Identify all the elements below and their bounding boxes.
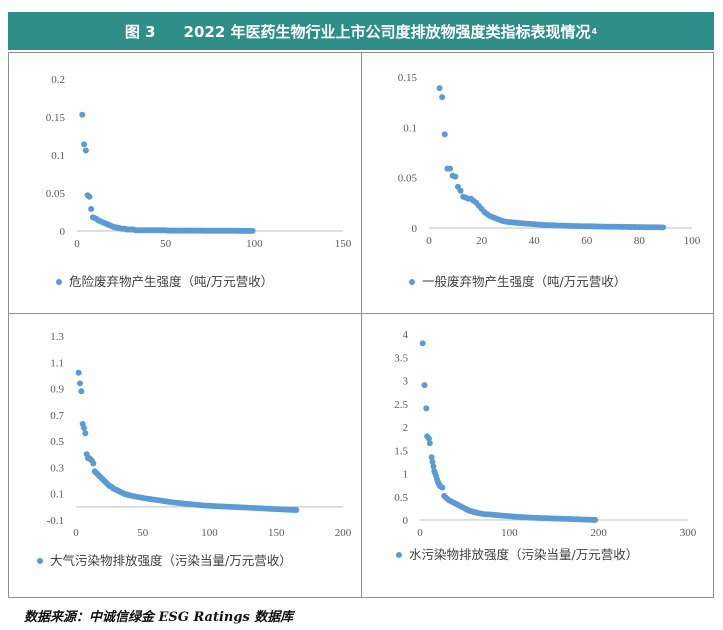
y-tick-label: -0.1 — [47, 515, 64, 527]
data-point — [660, 224, 667, 231]
y-tick-label: 0.15 — [398, 72, 418, 84]
data-point — [452, 173, 459, 180]
data-point — [249, 227, 256, 234]
chart-grid: 0 50 100 150 0 0.05 0.1 0.15 0.2 危险废弃物产生强度（吨/万元营收… — [8, 52, 714, 598]
y-tick-label: 0.9 — [50, 384, 64, 396]
y-tick-label: 1.1 — [50, 357, 64, 369]
legend-label: 一般废弃物产生强度（吨/万元营收） — [422, 274, 626, 289]
data-point — [75, 369, 82, 376]
x-tick-label: 100 — [684, 235, 701, 247]
data-point — [457, 187, 464, 194]
y-tick-label: 0.05 — [398, 173, 418, 185]
y-tick-label: 0.7 — [50, 410, 64, 422]
x-tick-label: 0 — [426, 235, 432, 247]
scatter-chart-1: 0 20 40 60 80 100 0 0.05 0.1 0.15 一般废弃物产生强度（吨/万元营收… — [398, 72, 701, 289]
data-point — [81, 425, 88, 431]
data-point — [425, 435, 432, 442]
x-tick-label: 200 — [335, 527, 352, 539]
x-tick-label: 20 — [476, 235, 488, 247]
data-point — [441, 131, 448, 138]
figure-title: 2022 年医药生物行业上市公司度排放物强度类指标表现情况 — [183, 22, 591, 41]
data-point — [79, 111, 86, 118]
data-point — [439, 484, 446, 491]
y-tick-label: 0.2 — [51, 74, 65, 86]
data-point — [88, 205, 95, 212]
legend-marker — [409, 279, 415, 285]
legend-label: 危险废弃物产生强度（吨/万元营收） — [69, 274, 273, 289]
x-tick-label: 100 — [201, 527, 218, 539]
legend-label: 大气污染物排放强度（污染当量/万元营收） — [50, 553, 292, 568]
x-tick-label: 80 — [634, 235, 646, 247]
x-tick-label: 40 — [529, 235, 541, 247]
y-tick-label: 2.5 — [394, 399, 408, 411]
data-source-note: 数据来源：中诚信绿金 ESG Ratings 数据库 — [24, 610, 294, 625]
y-tick-label: 0 — [403, 515, 409, 527]
y-tick-label: 0.15 — [46, 112, 66, 124]
chart-panel-hazardous-waste: 0 50 100 150 0 0.05 0.1 0.15 0.2 危险废弃物产生强度（吨/万元营收… — [8, 52, 362, 314]
x-tick-label: 150 — [268, 527, 285, 539]
data-point — [86, 193, 93, 200]
scatter-chart-3: 0 100 200 300 0 0.5 1 1.5 2 2.5 3 3.5 4 水污染物排放强度（污染当量… — [394, 329, 697, 562]
data-point — [82, 147, 89, 154]
data-point — [77, 380, 84, 387]
y-tick-label: 1 — [403, 469, 409, 481]
y-tick-label: 0.1 — [51, 150, 65, 162]
figure-number: 图 3 — [124, 22, 156, 41]
figure-title-banner: 图 3 2022 年医药生物行业上市公司度排放物强度类指标表现情况 4 — [8, 12, 714, 50]
legend-marker — [56, 279, 62, 285]
y-tick-label: 0 — [60, 226, 66, 238]
scatter-chart-0: 0 50 100 150 0 0.05 0.1 0.15 0.2 危险废弃物产生强度（吨/万元营收… — [46, 74, 352, 289]
x-tick-label: 200 — [590, 527, 607, 539]
data-point — [293, 507, 300, 514]
x-tick-label: 100 — [501, 527, 518, 539]
data-point — [421, 382, 428, 389]
y-tick-label: 1.3 — [50, 331, 64, 343]
y-tick-label: 0 — [412, 223, 418, 235]
x-tick-label: 0 — [73, 527, 79, 539]
chart-panel-water-pollutant: 0 100 200 300 0 0.5 1 1.5 2 2.5 3 3.5 4 水污染物排放强度（污染当量… — [361, 313, 714, 598]
x-tick-label: 50 — [137, 527, 149, 539]
data-point — [78, 388, 85, 395]
legend-marker — [37, 558, 43, 564]
y-tick-label: 0.3 — [50, 462, 64, 474]
x-tick-label: 300 — [680, 527, 697, 539]
y-tick-label: 0.1 — [50, 489, 64, 501]
x-tick-label: 0 — [417, 527, 423, 539]
y-tick-label: 3 — [403, 376, 409, 388]
y-tick-label: 0.5 — [394, 492, 408, 504]
y-tick-label: 4 — [403, 329, 409, 341]
data-point — [423, 405, 430, 412]
scatter-chart-2: 0 50 100 150 200 -0.1 0.1 0.3 0.5 0.7 0.9 1.1 1.3 大气污… — [37, 331, 352, 568]
x-tick-label: 150 — [335, 238, 352, 250]
x-tick-label: 100 — [246, 238, 263, 250]
x-tick-label: 60 — [581, 235, 593, 247]
chart-panel-air-pollutant: 0 50 100 150 200 -0.1 0.1 0.3 0.5 0.7 0.9 1.1 1.3 大气污… — [8, 313, 362, 598]
data-point — [82, 430, 89, 437]
y-tick-label: 1.5 — [394, 445, 408, 457]
y-tick-label: 2 — [403, 422, 409, 434]
data-point — [90, 460, 97, 467]
data-point — [426, 440, 433, 447]
data-point — [439, 94, 446, 101]
x-tick-label: 50 — [160, 238, 172, 250]
legend-label: 水污染物排放强度（污染当量/万元营收） — [409, 547, 638, 562]
legend-marker — [396, 552, 402, 558]
data-point — [428, 454, 435, 461]
data-point — [81, 141, 88, 148]
y-tick-label: 0.5 — [50, 436, 64, 448]
data-point — [592, 516, 599, 523]
chart-panel-general-waste: 0 20 40 60 80 100 0 0.05 0.1 0.15 一般废弃物产生强度（吨/万元营收… — [361, 52, 714, 314]
y-tick-label: 3.5 — [394, 352, 408, 364]
x-tick-label: 0 — [74, 238, 80, 250]
data-point — [419, 340, 426, 347]
data-point — [430, 463, 437, 470]
data-point — [447, 165, 454, 172]
footnote-marker: 4 — [591, 26, 598, 36]
y-tick-label: 0.1 — [403, 122, 417, 134]
data-point — [429, 458, 436, 465]
y-tick-label: 0.05 — [46, 188, 66, 200]
data-point — [436, 85, 443, 92]
